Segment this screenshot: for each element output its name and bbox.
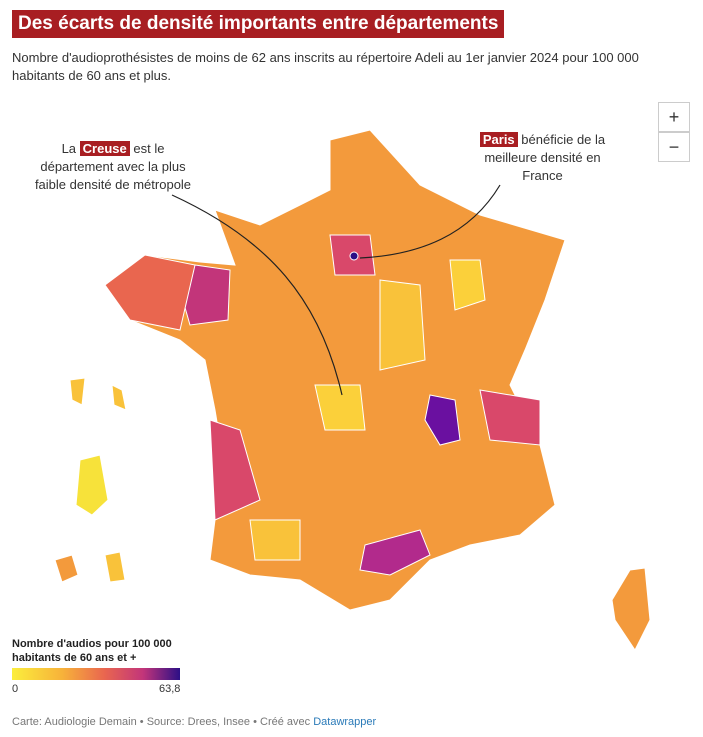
department xyxy=(379,279,426,371)
annotation: La Creuse est le département avec la plu… xyxy=(28,140,198,194)
annotation-arrow xyxy=(359,184,501,259)
annotation: Paris bénéficie de la meilleure densité … xyxy=(470,131,615,185)
annotation-arrow xyxy=(171,194,343,396)
department xyxy=(449,259,486,311)
overseas xyxy=(54,554,79,583)
department xyxy=(249,519,301,561)
footer-link[interactable]: Datawrapper xyxy=(313,716,377,728)
annotation-text: est le département avec la plus faible d… xyxy=(34,141,192,192)
subtitle: Nombre d'audioprothésistes de moins de 6… xyxy=(12,50,639,83)
legend-title: Nombre d'audios pour 100 000 habitants d… xyxy=(12,638,172,664)
department xyxy=(424,394,461,446)
department xyxy=(349,251,359,261)
overseas xyxy=(104,551,126,583)
legend-tick-label: 0 xyxy=(12,683,19,695)
zoom-out[interactable]: − xyxy=(658,132,690,162)
annotation-highlight: Paris xyxy=(479,132,518,147)
annotation-text: La xyxy=(61,141,77,156)
title: Des écarts de densité importants entre d… xyxy=(12,10,505,38)
department xyxy=(314,384,366,431)
legend-scale xyxy=(12,668,180,680)
department xyxy=(104,254,196,331)
overseas xyxy=(75,454,109,516)
overseas xyxy=(111,384,127,411)
department xyxy=(479,389,541,446)
department xyxy=(209,419,261,521)
overseas xyxy=(69,377,86,406)
annotation-highlight: Creuse xyxy=(79,141,130,156)
department xyxy=(359,529,431,576)
annotation-text: bénéficie de la meilleure densité en Fra… xyxy=(484,132,606,183)
corsica xyxy=(611,567,651,651)
legend-tick-label: 63,8 xyxy=(159,683,181,695)
footer: Carte: Audiologie Demain • Source: Drees… xyxy=(12,716,376,728)
departments xyxy=(54,129,651,651)
zoom-in[interactable]: + xyxy=(658,102,690,132)
footer-text: Carte: Audiologie Demain • Source: Drees… xyxy=(12,716,311,728)
